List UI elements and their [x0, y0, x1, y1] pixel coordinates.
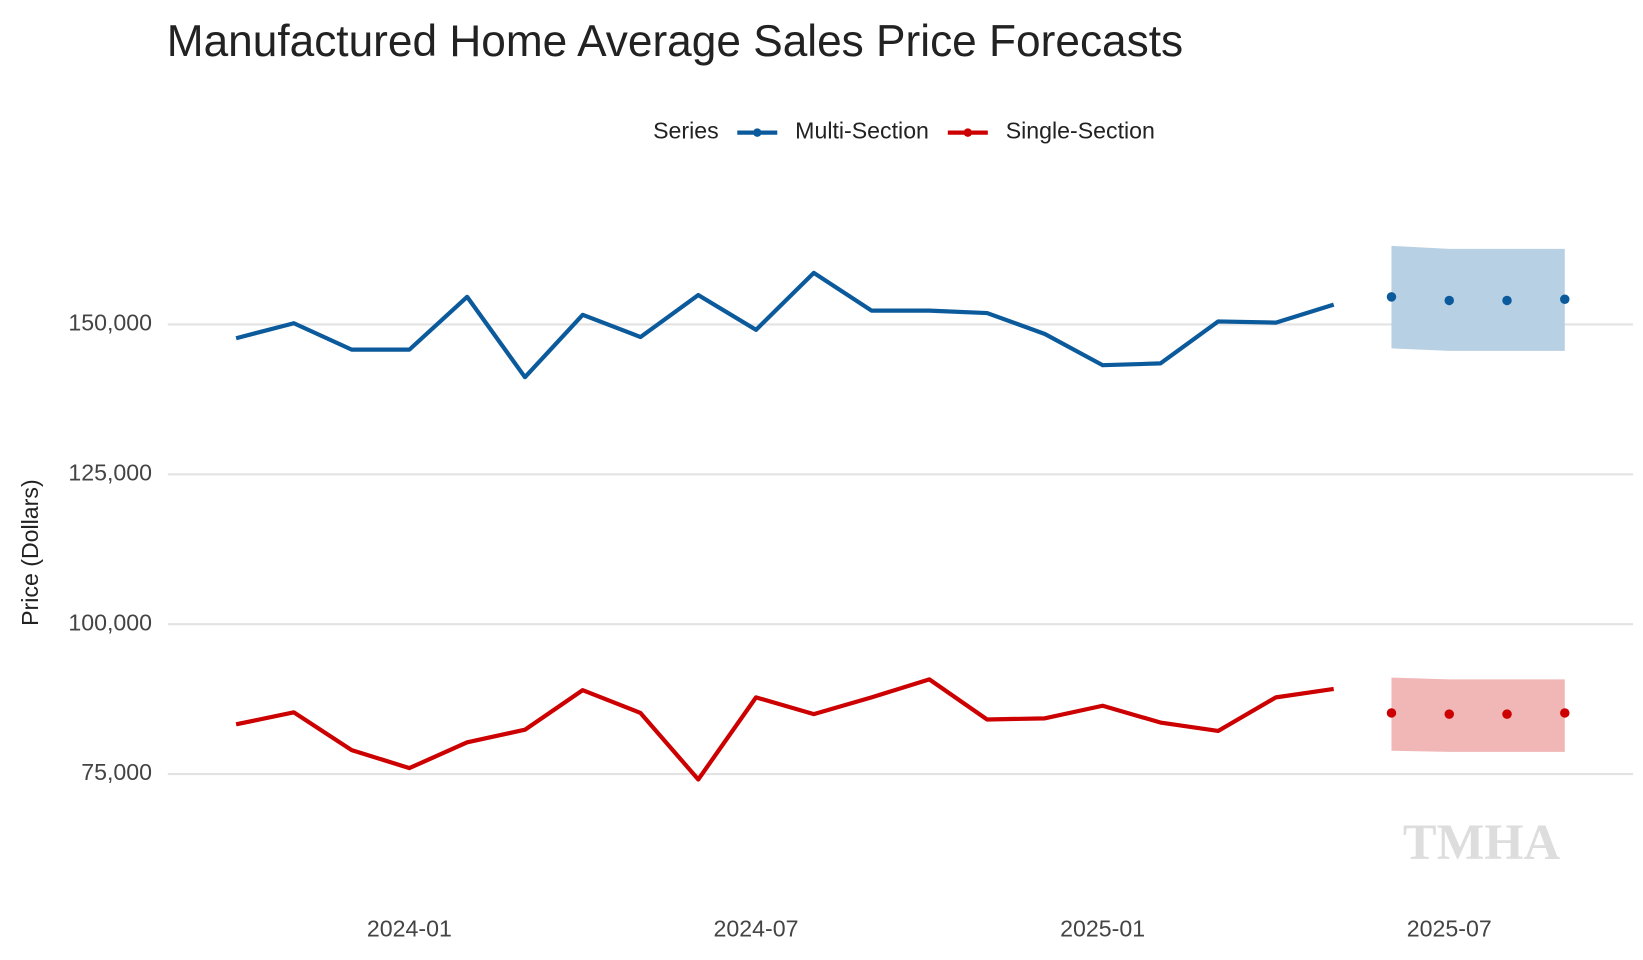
x-tick-label: 2025-07	[1407, 916, 1492, 942]
forecast-point	[1444, 709, 1454, 719]
legend-label: Multi-Section	[795, 118, 929, 144]
y-tick-label: 125,000	[68, 459, 152, 485]
y-tick-label: 150,000	[68, 310, 152, 336]
forecast-band	[1391, 677, 1565, 752]
forecast-point	[1386, 292, 1397, 302]
forecast-point	[1386, 708, 1397, 718]
y-axis-label: Price (Dollars)	[17, 479, 43, 626]
watermark: TMHA	[1403, 814, 1561, 870]
forecast-point	[1502, 709, 1512, 719]
series-line	[235, 270, 1335, 380]
forecast-point	[1444, 295, 1454, 306]
legend-label: Single-Section	[1006, 118, 1155, 144]
legend-title: Series	[653, 118, 719, 144]
x-tick-label: 2024-01	[367, 916, 452, 942]
forecast-point	[1502, 295, 1512, 306]
y-tick-label: 75,000	[81, 759, 152, 785]
legend-swatch-dot	[753, 128, 762, 137]
y-tick-label: 100,000	[68, 609, 152, 635]
forecast-point	[1560, 708, 1570, 718]
forecast-point	[1560, 294, 1570, 304]
chart-title: Manufactured Home Average Sales Price Fo…	[167, 17, 1183, 66]
series-line	[235, 677, 1335, 782]
x-tick-label: 2024-07	[714, 916, 799, 942]
x-tick-label: 2025-01	[1060, 916, 1145, 942]
legend-swatch-dot	[963, 128, 973, 137]
forecast-band	[1391, 245, 1565, 351]
